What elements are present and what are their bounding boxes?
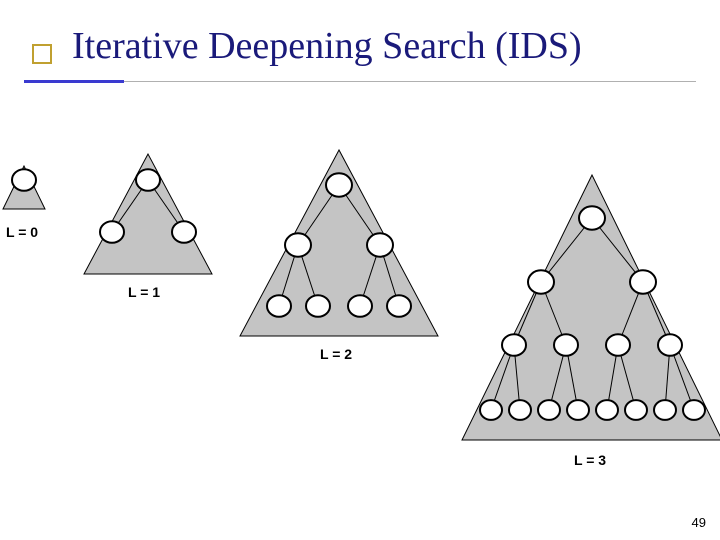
label-l1: L = 1 xyxy=(128,284,160,300)
label-l0: L = 0 xyxy=(6,224,38,240)
ids-diagram xyxy=(0,0,720,540)
slide-number: 49 xyxy=(692,515,706,530)
label-l2: L = 2 xyxy=(320,346,352,362)
label-l3: L = 3 xyxy=(574,452,606,468)
